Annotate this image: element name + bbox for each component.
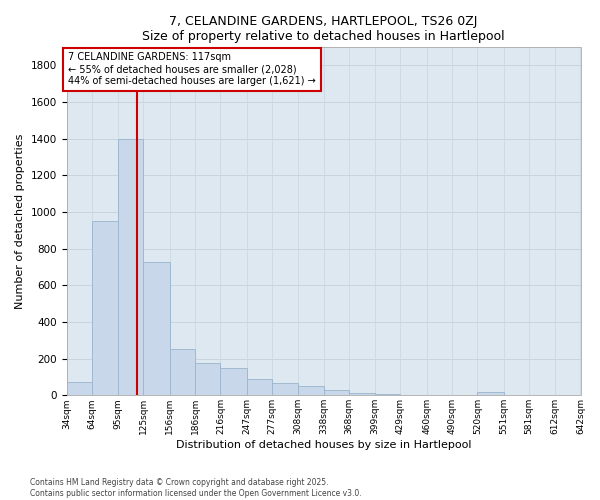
Text: 7 CELANDINE GARDENS: 117sqm
← 55% of detached houses are smaller (2,028)
44% of : 7 CELANDINE GARDENS: 117sqm ← 55% of det… — [68, 52, 316, 86]
Bar — [170, 350, 195, 396]
Text: Contains HM Land Registry data © Crown copyright and database right 2025.
Contai: Contains HM Land Registry data © Crown c… — [30, 478, 362, 498]
Bar — [220, 368, 247, 396]
Y-axis label: Number of detached properties: Number of detached properties — [15, 134, 25, 309]
Bar — [195, 363, 220, 396]
Bar — [118, 138, 143, 396]
Bar — [143, 262, 170, 396]
X-axis label: Distribution of detached houses by size in Hartlepool: Distribution of detached houses by size … — [176, 440, 471, 450]
Bar — [272, 384, 298, 396]
Bar — [67, 382, 92, 396]
Bar — [478, 392, 503, 396]
Bar — [349, 392, 375, 396]
Bar — [375, 394, 400, 396]
Bar — [92, 221, 118, 396]
Bar — [323, 390, 349, 396]
Bar — [298, 386, 323, 396]
Title: 7, CELANDINE GARDENS, HARTLEPOOL, TS26 0ZJ
Size of property relative to detached: 7, CELANDINE GARDENS, HARTLEPOOL, TS26 0… — [142, 15, 505, 43]
Bar — [247, 379, 272, 396]
